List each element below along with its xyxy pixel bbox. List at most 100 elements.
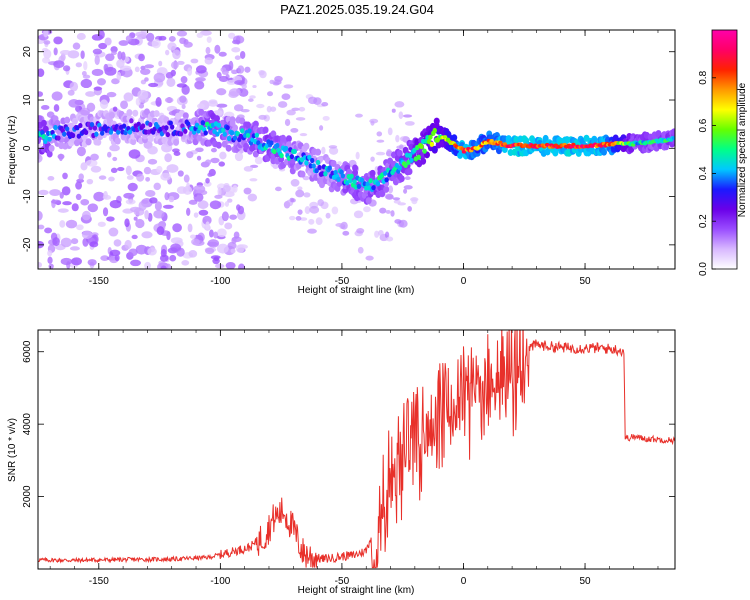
spectrogram-noise-cell (399, 135, 410, 142)
spectrogram-noise-cell (53, 36, 63, 45)
spectrogram-noise-cell (228, 88, 241, 97)
spectrogram-noise-cell (130, 259, 142, 267)
spectrogram-noise-cell (99, 99, 109, 110)
spectrogram-noise-cell (153, 209, 165, 219)
spectrogram-noise-cell (411, 198, 418, 205)
spectrogram-noise-cell (286, 109, 296, 116)
spectrogram-noise-cell (231, 237, 237, 244)
spectrogram-noise-cell (128, 149, 141, 159)
spectrogram-noise-cell (308, 96, 318, 105)
spectrogram-noise-cell (198, 209, 209, 216)
spectrogram-ridge-halo (40, 119, 47, 127)
spectrogram-noise-cell (244, 66, 251, 73)
spectrogram-noise-cell (216, 71, 222, 79)
spectrogram-noise-cell (309, 205, 320, 214)
spectrogram-noise-cell (197, 103, 205, 109)
spectrogram-noise-cell (328, 146, 339, 155)
spectrogram-ridge-cell (70, 132, 76, 139)
spectrogram-noise-cell (308, 218, 315, 225)
spectrogram-noise-cell (50, 199, 62, 204)
spectrogram-ridge-halo (330, 159, 337, 167)
spectrogram-noise-cell (160, 265, 167, 269)
spectrogram-noise-cell (397, 202, 407, 206)
spectrogram-noise-cell (205, 159, 212, 165)
spectrogram-ridge-cell (409, 157, 414, 163)
spectrogram-noise-cell (38, 210, 43, 221)
spectrogram-noise-cell (258, 114, 267, 120)
spectrogram-ridge-cell (368, 178, 373, 184)
spectrogram-noise-cell (190, 58, 199, 64)
spectrogram-ridge-cell (99, 130, 105, 136)
spectrogram-ridge-cell (64, 126, 70, 132)
spectrogram-noise-cell (213, 231, 219, 239)
spectrogram-ridge-cell (203, 130, 208, 136)
spectrogram-noise-cell (224, 222, 233, 230)
spectrogram-noise-cell (238, 263, 245, 269)
spectrogram-ridge-cell (275, 142, 280, 149)
spectrogram-ridge-cell (127, 129, 133, 135)
snr-x-axis: -150 -100 -50 0 50 (49, 330, 659, 587)
spectrogram-ridge-cell (121, 123, 127, 129)
spectrogram-noise-cell (168, 195, 175, 203)
spectrogram-noise-cell (233, 231, 240, 239)
spectrogram-ridge-halo (153, 110, 160, 118)
spectrogram-y-tick-label: 0 (22, 145, 33, 151)
spectrogram-noise-cell (94, 55, 100, 66)
spectrogram-ridge-cell (359, 177, 365, 183)
spectrogram-noise-cell (127, 182, 138, 192)
spectrogram-noise-cell (222, 184, 231, 193)
spectrogram-noise-cell (284, 118, 291, 127)
spectrogram-noise-cell (121, 51, 126, 61)
colorbar-tick-label: 0.0 (698, 262, 709, 276)
spectrogram-noise-cell (275, 186, 282, 192)
spectrogram-ridge-cell (216, 122, 222, 128)
spectrogram-ridge-cell (89, 121, 95, 128)
spectrogram-noise-cell (158, 35, 167, 41)
spectrogram-ridge-cell (416, 154, 421, 160)
spectrogram-ridge-halo (42, 125, 49, 133)
spectrogram-noise-cell (155, 97, 162, 107)
spectrogram-ridge-halo (431, 145, 438, 153)
spectrogram-noise-cell (259, 70, 267, 79)
spectrogram-noise-cell (386, 149, 392, 156)
spectrogram-ridge-cell (178, 131, 184, 137)
spectrogram-noise-cell (214, 44, 221, 54)
spectrogram-x-axis-label: Height of straight line (km) (298, 285, 415, 296)
spectrogram-ridge-cell (164, 125, 169, 131)
spectrogram-noise-cell (53, 47, 58, 56)
spectrogram-ridge-halo (285, 135, 292, 143)
snr-x-tick-label: 0 (461, 576, 467, 587)
spectrogram-noise-cell (402, 114, 413, 118)
spectrogram-noise-cell (376, 139, 385, 143)
spectrogram-noise-cell (86, 102, 96, 112)
spectrogram-ridge-halo (303, 142, 310, 150)
spectrogram-noise-cell (176, 186, 187, 194)
spectrogram-noise-cell (335, 223, 345, 227)
spectrogram-noise-cell (167, 42, 177, 51)
spectrogram-noise-cell (80, 198, 90, 206)
spectrogram-noise-cell (290, 179, 300, 187)
snr-y-tick-label: 6000 (22, 340, 33, 363)
spectrogram-frame (37, 29, 676, 270)
spectrogram-ridge-cell (314, 168, 319, 174)
spectrogram-noise-cell (106, 91, 117, 98)
spectrogram-noise-cell (243, 187, 252, 195)
spectrogram-noise-cell (154, 201, 162, 211)
spectrogram-ridge-cell (56, 135, 61, 141)
spectrogram-ridge-halo (130, 138, 137, 146)
spectrogram-noise-cell (129, 206, 142, 213)
spectrogram-noise-cell (188, 249, 198, 258)
spectrogram-noise-cell (325, 212, 331, 219)
spectrogram-noise-cell (131, 234, 138, 240)
spectrogram-noise-cell (141, 199, 149, 204)
spectrogram-noise-cell (304, 206, 311, 215)
spectrogram-noise-cell (173, 151, 181, 156)
spectrogram-cells (38, 30, 675, 269)
spectrogram-ridge-cell (229, 130, 235, 136)
spectrogram-noise-cell (398, 111, 404, 120)
spectrogram-noise-cell (146, 32, 155, 42)
spectrogram-noise-cell (137, 89, 149, 100)
spectrogram-ridge-cell (245, 132, 251, 138)
spectrogram-ridge-halo (225, 144, 232, 152)
